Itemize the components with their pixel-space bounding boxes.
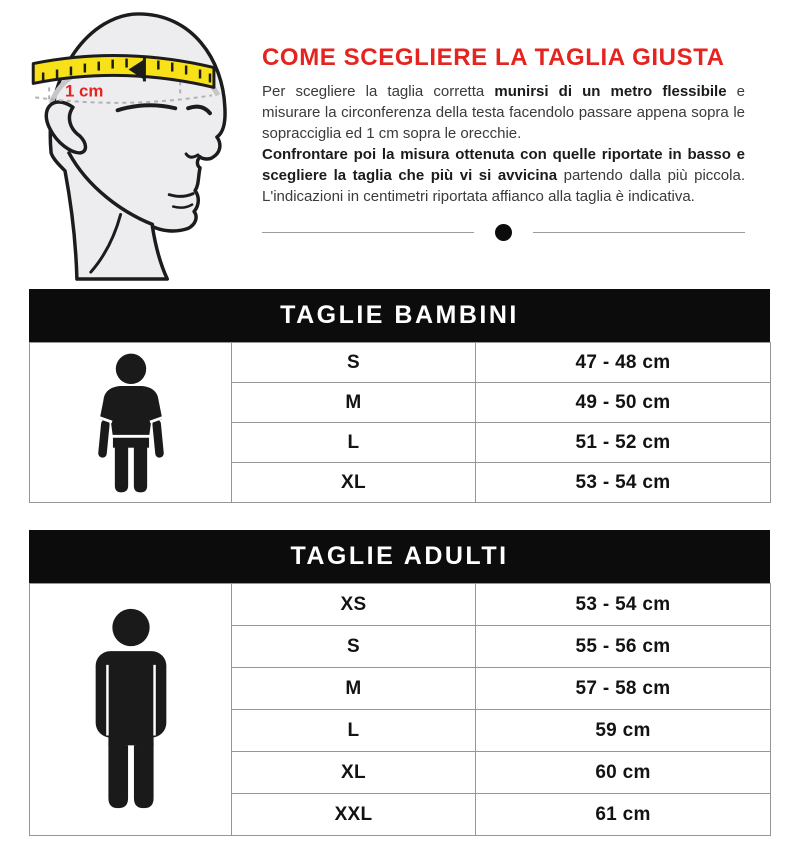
- table-row: M 49 - 50 cm: [30, 382, 771, 423]
- table-row: XL 60 cm: [30, 751, 771, 794]
- intro-text-1: Per scegliere la taglia corretta: [262, 82, 495, 100]
- table-row: L 51 - 52 cm: [30, 422, 771, 463]
- size-range: 47 - 48 cm: [475, 342, 771, 383]
- size-range: 60 cm: [475, 751, 771, 794]
- size-label: XL: [231, 751, 476, 794]
- size-label: L: [231, 422, 476, 463]
- intro-text-bold-1: munirsi di un metro flessibile: [494, 82, 727, 100]
- table-row: S 55 - 56 cm: [30, 625, 771, 668]
- intro-text-bold-2: Confrontare poi la misura ottenuta con q…: [262, 145, 745, 184]
- divider-line-right: [533, 231, 745, 233]
- page-title: COME SCEGLIERE LA TAGLIA GIUSTA: [262, 44, 725, 71]
- size-range: 53 - 54 cm: [475, 462, 771, 503]
- table-row: S 47 - 48 cm: [29, 342, 771, 503]
- measuring-tape-icon: [31, 54, 216, 89]
- adult-sizes-section: TAGLIE ADULTI: [29, 530, 771, 836]
- table-row: XXL 61 cm: [30, 793, 771, 836]
- size-label: L: [231, 709, 476, 752]
- size-label: S: [231, 625, 476, 668]
- size-range: 51 - 52 cm: [475, 422, 771, 463]
- table-row: XS 53 - 54 cm: [29, 583, 771, 836]
- adult-size-table: XS 53 - 54 cm S 55 - 56 cm M 57 - 58 cm …: [29, 583, 771, 836]
- size-range: 61 cm: [475, 793, 771, 836]
- head-with-measuring-tape-icon: 1 cm: [31, 12, 227, 281]
- kids-table-title: TAGLIE BAMBINI: [29, 289, 770, 342]
- intro-text-3: partendo dalla più piccola. L'indicazion…: [262, 166, 745, 205]
- size-label: XXL: [231, 793, 476, 836]
- table-row: L 59 cm: [30, 709, 771, 752]
- size-label: XL: [231, 462, 476, 503]
- adult-table-title: TAGLIE ADULTI: [29, 530, 770, 583]
- adult-icon-cell: [29, 583, 232, 836]
- kids-size-table: S 47 - 48 cm M 49 - 50 cm L 51 - 52 cm X…: [29, 342, 771, 503]
- size-range: 59 cm: [475, 709, 771, 752]
- section-divider: [262, 223, 745, 241]
- dashed-guide-lines: [35, 81, 213, 104]
- size-range: 57 - 58 cm: [475, 667, 771, 710]
- intro-text-column: COME SCEGLIERE LA TAGLIA GIUSTA Per sceg…: [262, 4, 745, 282]
- size-label: M: [231, 667, 476, 710]
- size-range: 49 - 50 cm: [475, 382, 771, 423]
- divider-line-left: [262, 231, 474, 233]
- adult-silhouette-icon: [95, 608, 166, 808]
- size-range: 55 - 56 cm: [475, 625, 771, 668]
- size-label: XS: [231, 583, 476, 626]
- child-silhouette-icon: [97, 353, 164, 492]
- divider-dot-icon: [495, 223, 512, 241]
- tape-arrow-icon: [128, 58, 146, 81]
- child-icon-cell: [29, 342, 232, 503]
- intro-section: 1 cm COME SCEGLIERE LA TAGLIA GIUSTA Per…: [0, 0, 800, 282]
- head-measurement-figure: 1 cm: [13, 4, 257, 282]
- size-label: S: [231, 342, 476, 383]
- size-label: M: [231, 382, 476, 423]
- size-range: 53 - 54 cm: [475, 583, 771, 626]
- intro-paragraph: Per scegliere la taglia corretta munirsi…: [262, 81, 745, 207]
- intro-text-2: e misurare la circonferenza della testa …: [262, 82, 746, 142]
- kids-sizes-section: TAGLIE BAMBINI: [29, 289, 771, 503]
- tape-distance-label: 1 cm: [65, 81, 103, 100]
- table-row: XL 53 - 54 cm: [30, 462, 771, 503]
